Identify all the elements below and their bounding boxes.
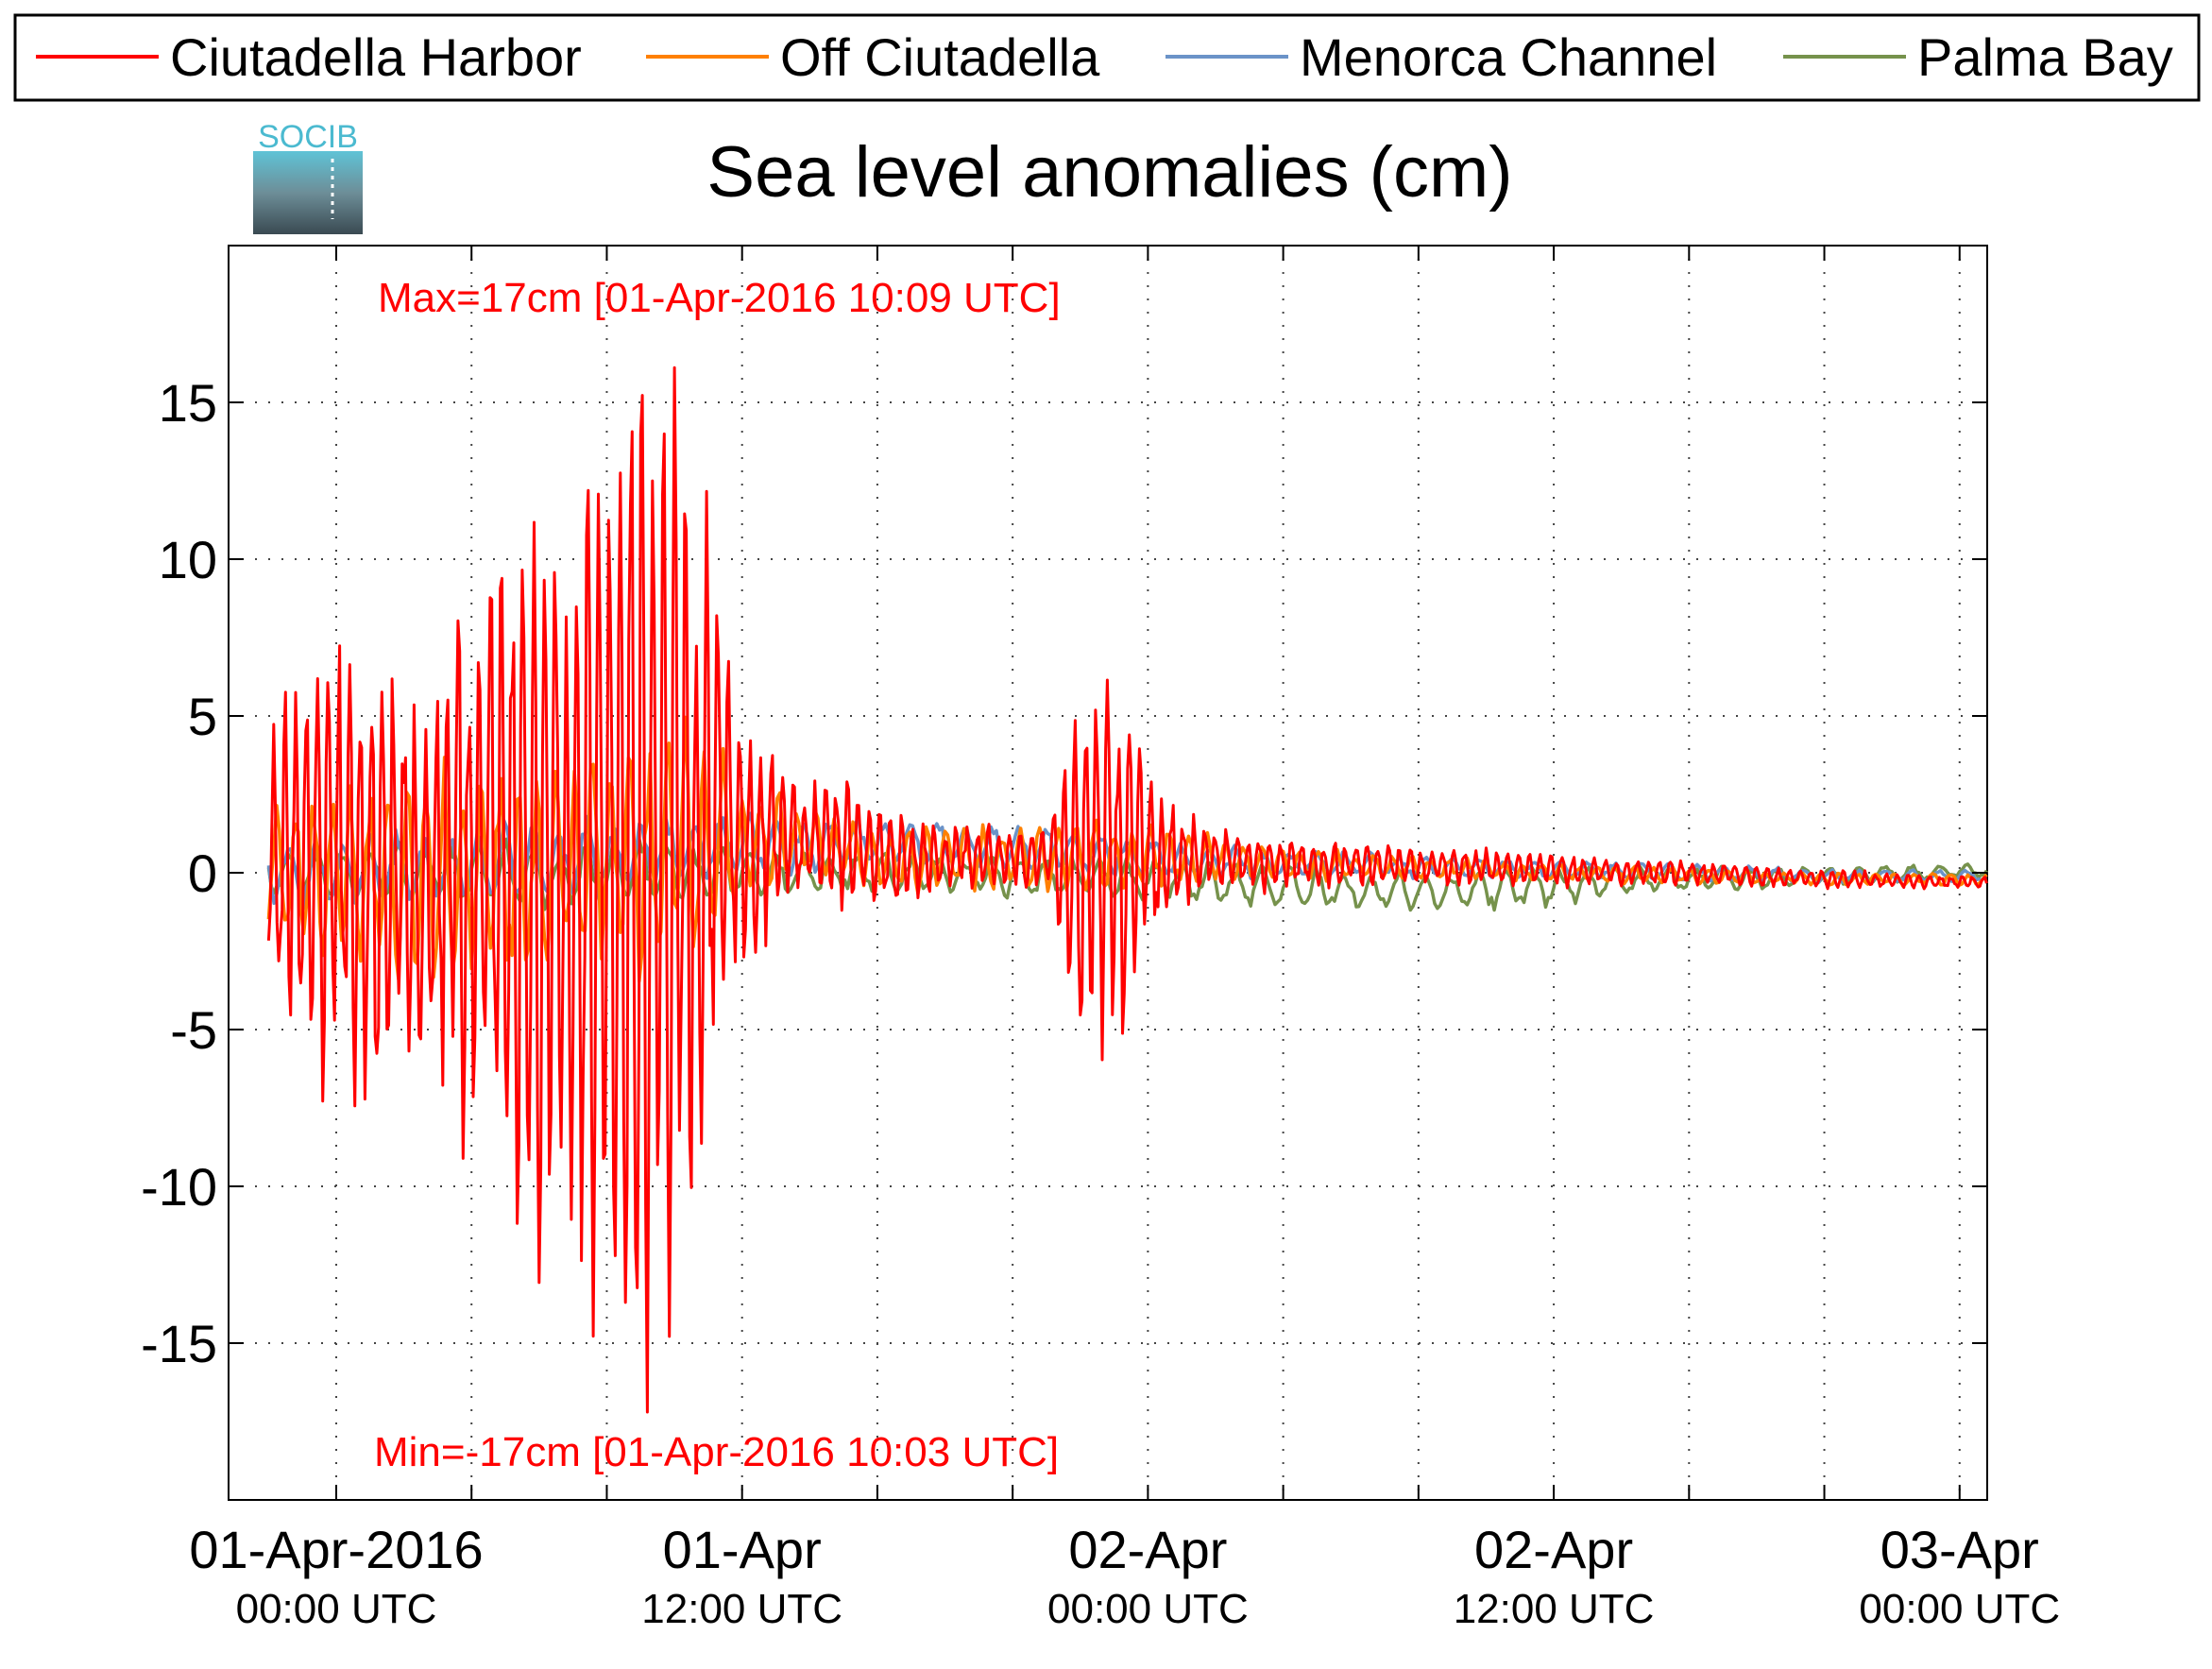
series-line-ciutadella-harbor xyxy=(266,366,1988,1414)
logo-text: SOCIB xyxy=(258,119,358,155)
x-tick-label: 02-Apr xyxy=(1474,1520,1633,1579)
socib-logo: SOCIB xyxy=(253,119,363,234)
x-tick-label: 01-Apr xyxy=(663,1520,822,1579)
x-tick-sublabel: 00:00 UTC xyxy=(1047,1586,1249,1632)
legend-label-ciutadella-harbor: Ciutadella Harbor xyxy=(170,27,582,87)
chart-title: Sea level anomalies (cm) xyxy=(706,132,1512,213)
legend: Ciutadella Harbor Off Ciutadella Menorca… xyxy=(13,13,2201,102)
x-tick-sublabel: 00:00 UTC xyxy=(1859,1586,2060,1632)
x-tick-label: 01-Apr-2016 xyxy=(189,1520,483,1579)
y-tick-label: -10 xyxy=(141,1157,217,1217)
x-tick-label: 03-Apr xyxy=(1880,1520,2039,1579)
x-tick-sublabel: 12:00 UTC xyxy=(641,1586,842,1632)
y-tick-label: 0 xyxy=(188,843,217,903)
legend-label-palma-bay: Palma Bay xyxy=(1917,27,2173,87)
y-tick-label: 10 xyxy=(159,530,217,589)
x-tick-label: 02-Apr xyxy=(1068,1520,1227,1579)
min-annotation: Min=-17cm [01-Apr-2016 10:03 UTC] xyxy=(374,1429,1059,1475)
axes: 15 10 5 0 -5 -10 -15 01-Apr-2016 00:00 UTC 01-Apr… xyxy=(141,246,2060,1632)
grid xyxy=(229,246,1987,1500)
max-annotation: Max=17cm [01-Apr-2016 10:09 UTC] xyxy=(378,275,1061,321)
y-tick-label: -5 xyxy=(170,1000,217,1060)
y-tick-label: 5 xyxy=(188,687,217,746)
legend-label-off-ciutadella: Off Ciutadella xyxy=(780,27,1100,87)
y-tick-label: 15 xyxy=(159,373,217,433)
x-tick-sublabel: 00:00 UTC xyxy=(236,1586,437,1632)
y-tick-label: -15 xyxy=(141,1314,217,1373)
legend-label-menorca-channel: Menorca Channel xyxy=(1300,27,1717,87)
series-layer xyxy=(266,366,1988,1414)
x-tick-sublabel: 12:00 UTC xyxy=(1454,1586,1655,1632)
